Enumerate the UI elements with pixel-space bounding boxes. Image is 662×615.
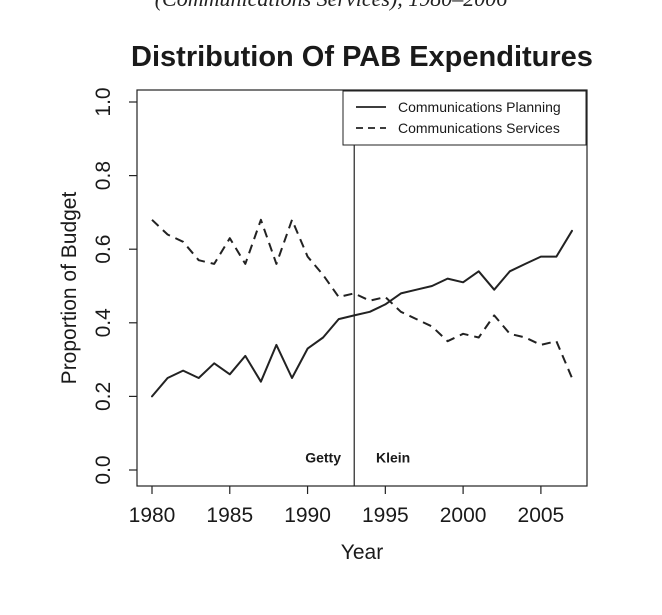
- series-line-communications-planning: [151, 229, 573, 398]
- y-axis: 0.0 0.2 0.4 0.6 0.8 1.0: [92, 87, 137, 485]
- plot-frame: [136, 89, 588, 487]
- legend-label-communications-services: Communications Services: [398, 120, 560, 136]
- chart-title: Distribution Of PAB Expenditures: [131, 41, 593, 73]
- series-line-communications-services: [151, 218, 573, 379]
- x-axis: 1980 1985 1990 1995 2000 2005: [129, 486, 565, 527]
- y-tick-label-5: 1.0: [92, 87, 115, 116]
- legend: Communications Planning Communications S…: [342, 90, 587, 146]
- y-tick-label-3: 0.6: [92, 235, 115, 264]
- annotation-klein: Klein: [376, 450, 410, 466]
- y-tick-label-2: 0.4: [92, 308, 115, 338]
- series-layer: [151, 218, 573, 398]
- y-tick-label-1: 0.2: [92, 382, 115, 411]
- y-axis-label: Proportion of Budget: [58, 192, 81, 385]
- annotation-getty: Getty: [305, 450, 341, 466]
- x-tick-label-2005: 2005: [518, 504, 565, 527]
- x-tick-label-2000: 2000: [440, 504, 487, 527]
- x-tick-label-1985: 1985: [206, 504, 253, 527]
- y-tick-label-0: 0.0: [92, 455, 115, 484]
- annotation-layer: Getty Klein: [305, 450, 410, 466]
- x-tick-label-1990: 1990: [284, 504, 331, 527]
- figure-caption: (Communications Services), 1980–2006: [0, 0, 662, 12]
- y-tick-label-4: 0.8: [92, 161, 115, 190]
- legend-label-communications-planning: Communications Planning: [398, 99, 561, 115]
- x-axis-label: Year: [341, 541, 383, 564]
- x-tick-label-1995: 1995: [362, 504, 409, 527]
- legend-box: [342, 90, 587, 146]
- x-tick-label-1980: 1980: [129, 504, 176, 527]
